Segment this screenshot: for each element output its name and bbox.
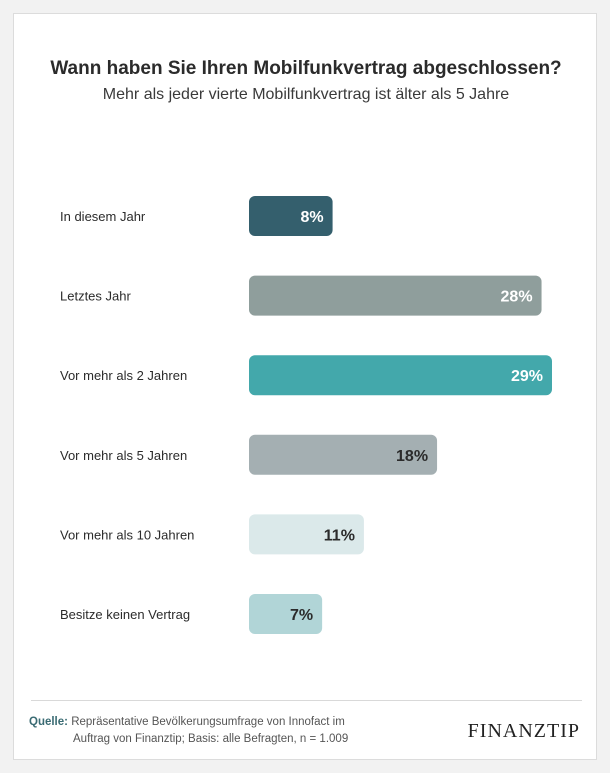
bar xyxy=(249,434,438,475)
source-label: Quelle: xyxy=(29,716,68,728)
footer-divider xyxy=(31,700,582,701)
source-line-2: Auftrag von Finanztip; Basis: alle Befra… xyxy=(73,733,349,745)
value-label: 18% xyxy=(396,448,428,465)
category-label: Letztes Jahr xyxy=(60,289,131,304)
bar xyxy=(249,355,552,396)
category-label: Vor mehr als 10 Jahren xyxy=(60,527,194,542)
bar xyxy=(249,275,542,316)
category-label: Vor mehr als 5 Jahren xyxy=(60,448,187,463)
category-label: Vor mehr als 2 Jahren xyxy=(60,368,187,383)
value-label: 8% xyxy=(300,209,323,226)
value-label: 28% xyxy=(501,289,533,306)
value-label: 29% xyxy=(511,368,543,385)
value-label: 11% xyxy=(324,527,355,544)
bar xyxy=(249,196,333,236)
chart-card: Wann haben Sie Ihren Mobilfunkvertrag ab… xyxy=(13,13,597,760)
bar xyxy=(249,594,323,634)
source-line-1: Repräsentative Bevölkerungsumfrage von I… xyxy=(71,716,345,728)
chart-subtitle: Mehr als jeder vierte Mobilfunkvertrag i… xyxy=(102,86,510,103)
source-note: Quelle: Repräsentative Bevölkerungsumfra… xyxy=(29,714,409,748)
category-label: In diesem Jahr xyxy=(60,209,146,224)
finanztip-logo: FINANZTIP xyxy=(467,720,580,742)
category-label: Besitze keinen Vertrag xyxy=(60,607,190,622)
value-label: 7% xyxy=(290,607,313,624)
bar xyxy=(249,514,364,555)
bar-chart: In diesem Jahr 8% Letztes Jahr 28% Vor mehr … xyxy=(60,196,552,634)
chart-title: Wann haben Sie Ihren Mobilfunkvertrag ab… xyxy=(50,58,562,79)
